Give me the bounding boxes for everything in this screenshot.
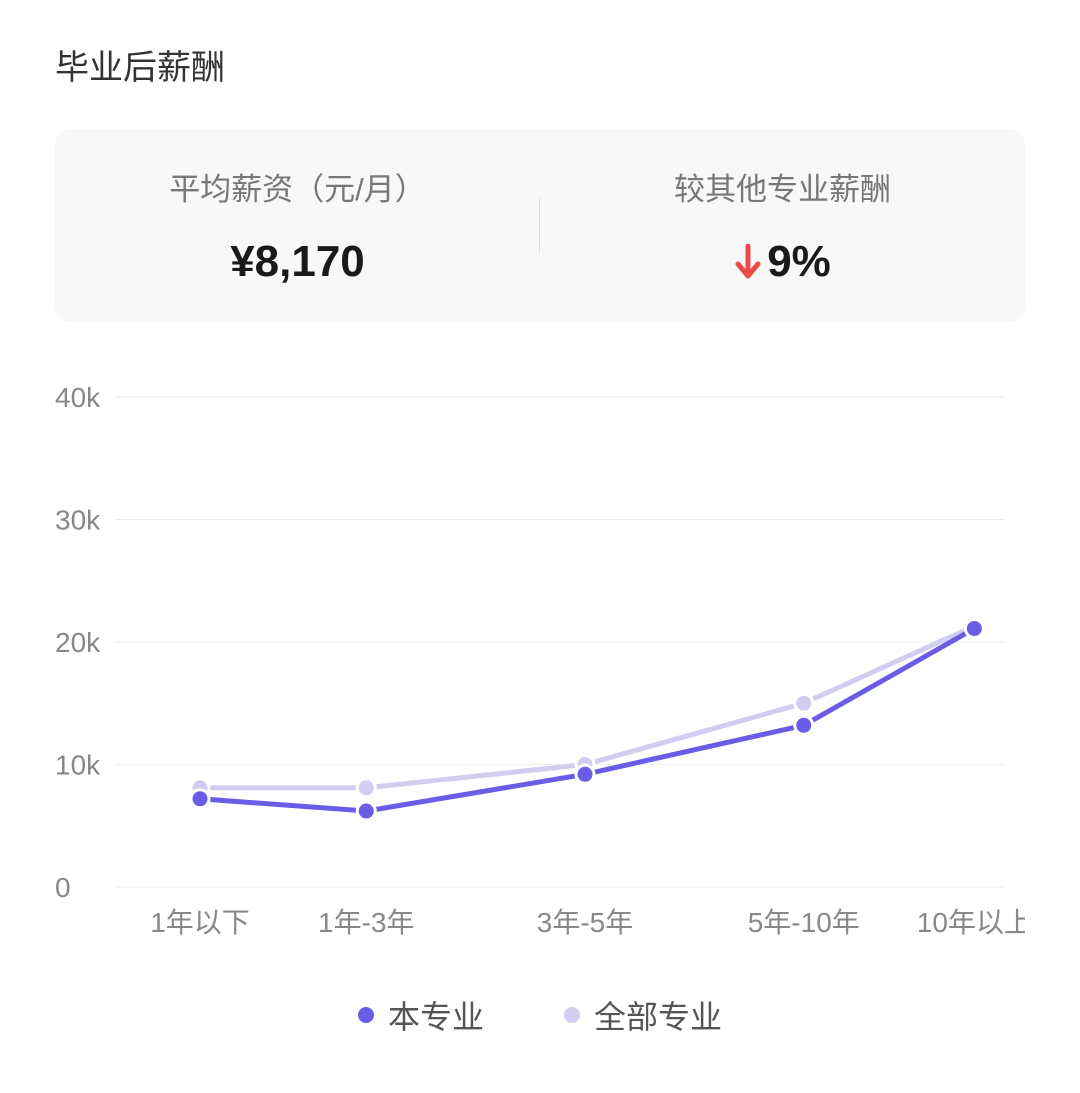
svg-text:5年-10年: 5年-10年 [748,907,860,938]
legend-dot-major [358,1007,374,1023]
avg-salary-value: ¥8,170 [230,237,365,287]
svg-text:10k: 10k [55,750,101,781]
comparison-value: 9% [734,237,831,287]
svg-text:1年-3年: 1年-3年 [318,907,414,938]
chart-legend: 本专业 全部专业 [55,992,1025,1038]
stats-card: 平均薪资（元/月） ¥8,170 较其他专业薪酬 9% [55,129,1025,322]
comparison-label: 较其他专业薪酬 [674,164,891,209]
svg-text:20k: 20k [55,627,101,658]
svg-text:30k: 30k [55,505,101,536]
down-arrow-icon [734,244,762,280]
comparison-block: 较其他专业薪酬 9% [540,164,1025,287]
svg-text:0: 0 [55,872,71,903]
svg-text:3年-5年: 3年-5年 [537,907,633,938]
legend-label-all: 全部专业 [594,992,722,1038]
legend-dot-all [564,1007,580,1023]
svg-text:1年以下: 1年以下 [150,907,250,938]
page-title: 毕业后薪酬 [55,40,1025,89]
legend-item-all: 全部专业 [564,992,722,1038]
legend-label-major: 本专业 [388,992,484,1038]
comparison-percent: 9% [767,237,831,287]
avg-salary-label: 平均薪资（元/月） [169,164,426,209]
svg-text:10年以上: 10年以上 [917,907,1025,938]
legend-item-major: 本专业 [358,992,484,1038]
svg-text:40k: 40k [55,382,101,413]
chart-svg: 0 10k 20k 30k 40k 1年以下 1年-3年 3年-5年 5年-10年 10年以上 [55,382,1025,962]
avg-salary-block: 平均薪资（元/月） ¥8,170 [55,164,540,287]
salary-chart: 0 10k 20k 30k 40k 1年以下 1年-3年 3年-5年 5年-10年 10年以上 [55,382,1025,962]
